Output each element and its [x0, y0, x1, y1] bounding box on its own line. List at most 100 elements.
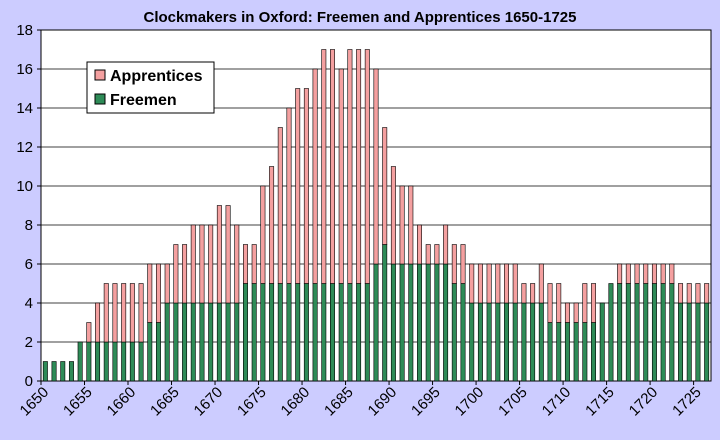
bar-freemen — [617, 283, 623, 382]
bar-apprentices — [564, 302, 570, 323]
bar-freemen — [469, 302, 475, 382]
y-tick-label: 14 — [16, 100, 33, 117]
bar-freemen — [77, 341, 83, 382]
y-tick-label: 2 — [25, 334, 33, 351]
bar-apprentices — [382, 127, 388, 245]
bar-apprentices — [434, 244, 440, 265]
bar-freemen — [695, 302, 701, 382]
chart-title: Clockmakers in Oxford: Freemen and Appre… — [144, 9, 577, 26]
bar-apprentices — [321, 49, 327, 284]
bar-freemen — [112, 341, 118, 382]
bar-apprentices — [669, 263, 675, 284]
bar-freemen — [390, 263, 396, 382]
bar-freemen — [651, 283, 657, 382]
bar-apprentices — [573, 302, 579, 323]
bar-freemen — [425, 263, 431, 382]
bar-apprentices — [651, 263, 657, 284]
legend-label-freemen: Freemen — [110, 92, 177, 109]
bar-freemen — [269, 283, 275, 382]
bar-freemen — [582, 322, 588, 382]
bar-freemen — [103, 341, 109, 382]
bar-freemen — [504, 302, 509, 382]
bar-freemen — [573, 322, 579, 382]
bar-freemen — [95, 341, 101, 382]
bar-freemen — [68, 361, 74, 382]
bar-apprentices — [260, 185, 266, 284]
bar-freemen — [564, 322, 570, 382]
bar-apprentices — [530, 283, 536, 304]
legend: Apprentices Freemen — [86, 61, 215, 114]
bar-freemen — [347, 283, 353, 382]
bar-apprentices — [286, 107, 292, 284]
bar-apprentices — [225, 205, 231, 304]
bar-freemen — [608, 283, 614, 382]
bar-apprentices — [216, 205, 222, 304]
bar-freemen — [678, 302, 684, 382]
bar-freemen — [556, 322, 562, 382]
bar-freemen — [138, 341, 144, 382]
bar-apprentices — [138, 283, 144, 343]
bar-freemen — [477, 302, 483, 382]
bar-apprentices — [625, 263, 631, 284]
bar-freemen — [512, 302, 518, 382]
bar-apprentices — [356, 49, 362, 284]
bar-apprentices — [556, 283, 562, 323]
bar-apprentices — [103, 283, 109, 343]
bar-apprentices — [469, 263, 475, 304]
bar-freemen — [164, 302, 170, 382]
bar-apprentices — [704, 283, 710, 304]
bar-apprentices — [190, 224, 196, 304]
bar-apprentices — [495, 263, 501, 304]
bar-apprentices — [155, 263, 161, 323]
bar-freemen — [547, 322, 553, 382]
y-tick-label: 4 — [25, 295, 33, 312]
bar-apprentices — [121, 283, 127, 343]
bar-apprentices — [338, 68, 344, 284]
legend-label-apprentices: Apprentices — [110, 68, 203, 85]
bar-freemen — [521, 302, 527, 382]
bar-freemen — [434, 263, 440, 382]
bar-freemen — [173, 302, 179, 382]
bar-freemen — [451, 283, 457, 382]
bar-apprentices — [617, 263, 623, 284]
bar-freemen — [260, 283, 266, 382]
y-tick-label: 18 — [16, 22, 33, 39]
bar-freemen — [634, 283, 640, 382]
bar-apprentices — [269, 166, 275, 284]
bar-apprentices — [112, 283, 118, 343]
bar-freemen — [669, 283, 675, 382]
bar-apprentices — [399, 185, 405, 265]
bar-freemen — [382, 244, 388, 382]
bar-freemen — [443, 263, 449, 382]
bar-freemen — [295, 283, 301, 382]
bar-freemen — [643, 283, 649, 382]
bar-apprentices — [512, 263, 518, 304]
bar-freemen — [486, 302, 492, 382]
bar-freemen — [60, 361, 66, 382]
bar-apprentices — [129, 283, 135, 343]
bar-freemen — [234, 302, 240, 382]
bar-freemen — [591, 322, 597, 382]
bar-apprentices — [173, 244, 179, 304]
bar-freemen — [660, 283, 666, 382]
legend-swatch-apprentices — [94, 69, 106, 81]
bar-apprentices — [164, 263, 170, 304]
bar-apprentices — [582, 283, 588, 323]
bar-apprentices — [634, 263, 640, 284]
bar-freemen — [225, 302, 231, 382]
bar-apprentices — [417, 224, 422, 265]
bar-freemen — [303, 283, 309, 382]
bar-freemen — [147, 322, 153, 382]
bar-apprentices — [408, 185, 414, 265]
bar-apprentices — [390, 166, 396, 265]
bar-freemen — [417, 263, 422, 382]
bar-apprentices — [425, 244, 431, 265]
y-axis: 0 2 4 6 8 10 12 14 16 18 — [16, 22, 41, 390]
bar-freemen — [460, 283, 466, 382]
bar-apprentices — [547, 283, 553, 323]
bar-freemen — [208, 302, 214, 382]
bar-freemen — [704, 302, 710, 382]
bar-apprentices — [695, 283, 701, 304]
bar-apprentices — [660, 263, 666, 284]
bar-apprentices — [443, 224, 449, 265]
